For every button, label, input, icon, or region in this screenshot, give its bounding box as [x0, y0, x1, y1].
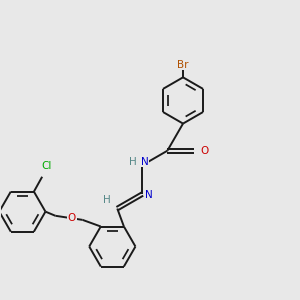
Text: O: O: [200, 146, 208, 156]
Text: N: N: [141, 157, 148, 167]
Text: O: O: [68, 213, 76, 223]
Text: H: H: [103, 195, 110, 205]
Text: Cl: Cl: [41, 161, 52, 171]
Text: Br: Br: [177, 60, 189, 70]
Text: N: N: [145, 190, 152, 200]
Text: H: H: [128, 157, 136, 167]
